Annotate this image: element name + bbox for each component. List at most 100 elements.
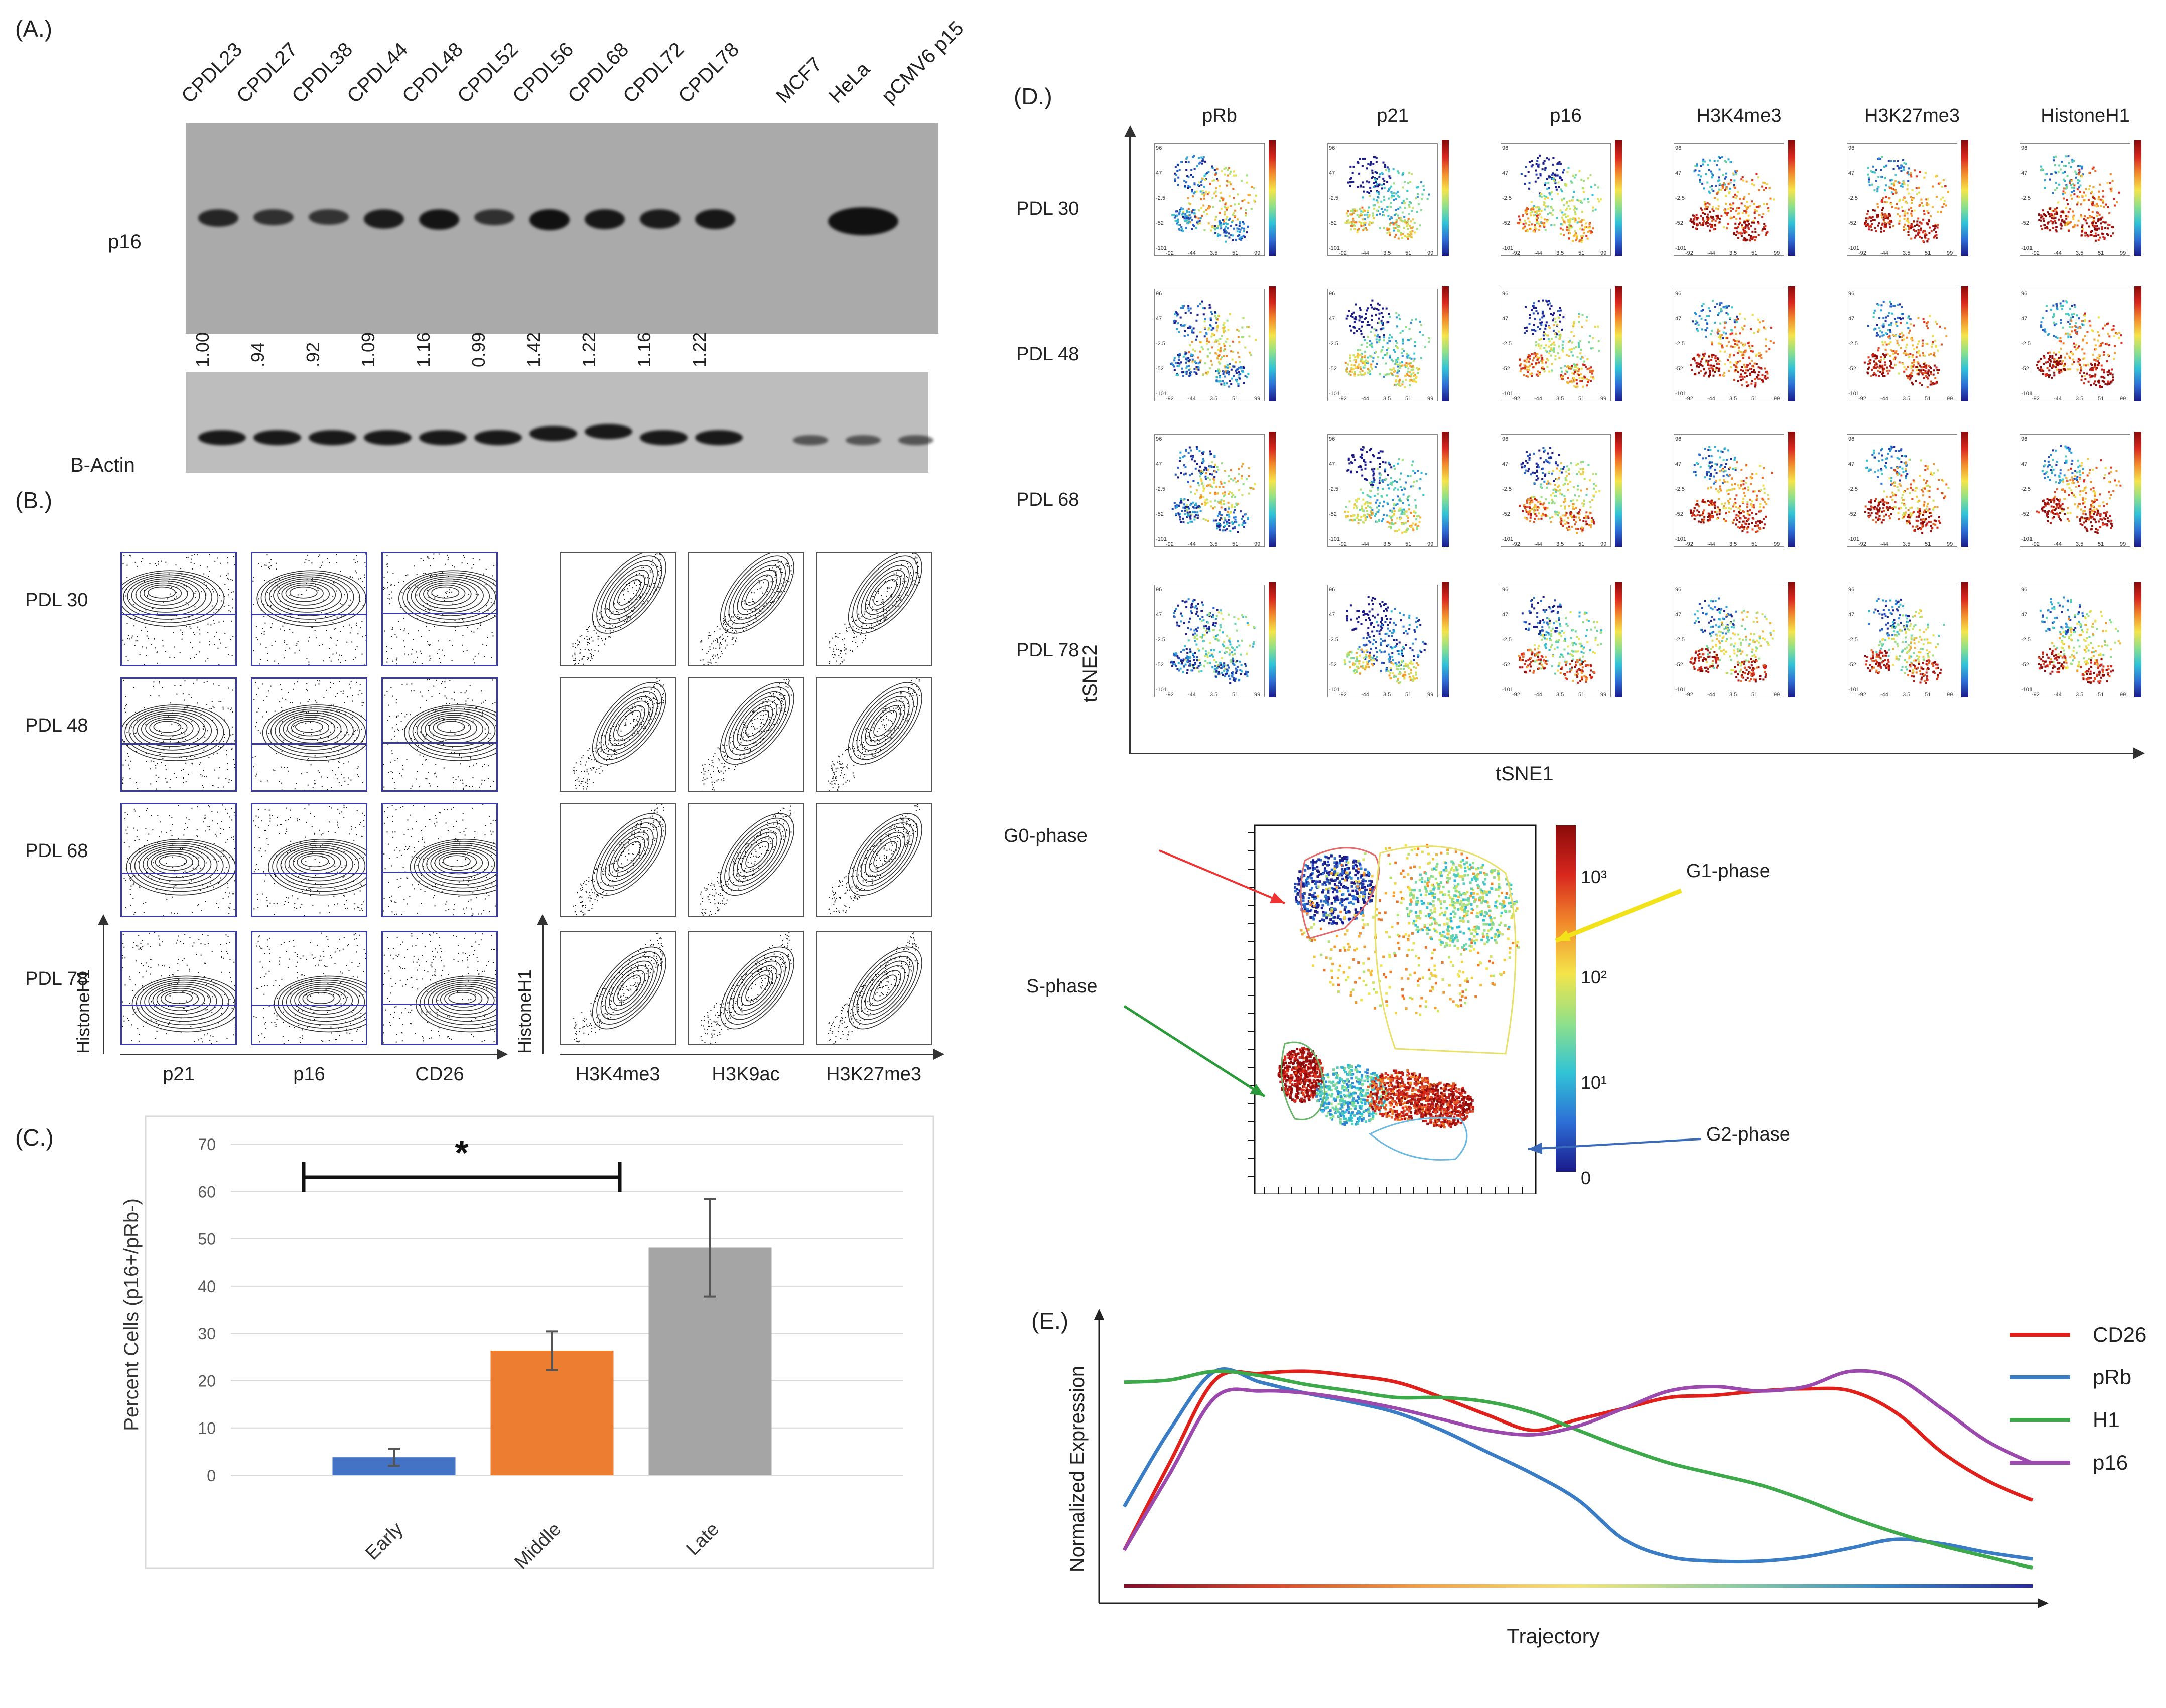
event-dot: [423, 560, 424, 561]
event-dot: [853, 637, 854, 638]
event-dot: [189, 616, 190, 617]
contour-line: [861, 565, 910, 620]
event-dot: [468, 864, 469, 865]
event-dot: [218, 907, 219, 909]
event-dot: [870, 740, 871, 742]
event-dot: [386, 651, 387, 652]
event-dot: [122, 957, 123, 959]
event-dot: [200, 1038, 202, 1039]
event-dot: [609, 620, 610, 621]
event-dot: [186, 586, 187, 588]
event-dot: [445, 563, 446, 565]
event-dot: [897, 586, 898, 587]
event-dot: [751, 853, 752, 855]
event-dot: [284, 640, 286, 642]
event-dot: [910, 835, 912, 836]
event-dot: [383, 786, 385, 788]
event-dot: [391, 865, 392, 867]
event-dot: [153, 862, 154, 864]
event-dot: [364, 598, 366, 599]
event-dot: [609, 616, 610, 618]
event-dot: [328, 736, 329, 738]
event-dot: [268, 948, 270, 950]
event-dot: [264, 809, 266, 810]
event-dot: [600, 618, 601, 620]
event-dot: [583, 914, 584, 916]
event-dot: [594, 759, 595, 761]
event-dot: [464, 913, 465, 914]
event-dot: [207, 857, 208, 859]
event-dot: [230, 734, 232, 736]
event-dot: [850, 748, 851, 750]
event-dot: [773, 696, 775, 698]
event-dot: [660, 817, 661, 818]
event-dot: [650, 700, 651, 701]
event-dot: [361, 836, 363, 837]
event-dot: [286, 828, 287, 830]
event-dot: [703, 767, 705, 769]
event-dot: [622, 868, 624, 870]
event-dot: [753, 726, 754, 728]
event-dot: [725, 628, 726, 630]
event-dot: [713, 884, 715, 886]
event-dot: [221, 956, 222, 958]
event-dot: [482, 804, 484, 806]
event-dot: [294, 907, 295, 909]
event-dot: [392, 831, 393, 833]
event-dot: [589, 653, 591, 654]
event-dot: [259, 1041, 260, 1043]
event-dot: [254, 682, 256, 683]
event-dot: [254, 756, 256, 757]
contour-line: [728, 560, 786, 625]
event-dot: [205, 817, 206, 819]
event-dot: [881, 716, 882, 718]
event-dot: [649, 711, 650, 713]
event-dot: [354, 864, 355, 865]
event-dot: [152, 608, 154, 609]
event-dot: [170, 741, 171, 743]
event-dot: [230, 579, 232, 581]
event-dot: [859, 757, 861, 759]
scatter-plot: [828, 804, 922, 915]
event-dot: [125, 829, 127, 831]
event-dot: [484, 869, 486, 870]
event-dot: [660, 685, 661, 687]
event-dot: [862, 749, 863, 750]
event-dot: [269, 902, 271, 904]
event-dot: [723, 778, 724, 779]
event-dot: [773, 823, 774, 825]
event-dot: [747, 733, 749, 735]
event-dot: [229, 857, 230, 859]
event-dot: [914, 556, 916, 558]
event-dot: [454, 709, 455, 711]
event-dot: [732, 750, 733, 752]
event-dot: [656, 702, 657, 704]
event-dot: [754, 849, 756, 851]
event-dot: [466, 907, 467, 909]
event-dot: [837, 637, 839, 638]
event-dot: [221, 971, 222, 973]
event-dot: [600, 741, 602, 743]
event-dot: [466, 690, 467, 692]
event-dot: [335, 774, 336, 776]
event-dot: [285, 820, 287, 821]
contour-line: [277, 580, 336, 609]
event-dot: [136, 719, 138, 721]
event-dot: [266, 554, 268, 556]
event-dot: [297, 641, 299, 642]
event-dot: [748, 602, 750, 603]
event-dot: [621, 852, 622, 853]
event-dot: [281, 782, 282, 784]
event-dot: [412, 785, 413, 787]
event-dot: [584, 913, 586, 915]
event-dot: [760, 715, 762, 716]
event-dot: [472, 699, 473, 701]
event-dot: [604, 870, 606, 872]
event-dot: [360, 627, 361, 628]
event-dot: [627, 591, 629, 592]
event-dot: [329, 562, 330, 564]
event-dot: [616, 870, 617, 872]
event-dot: [737, 614, 739, 615]
event-dot: [659, 702, 660, 704]
event-dot: [759, 582, 760, 584]
